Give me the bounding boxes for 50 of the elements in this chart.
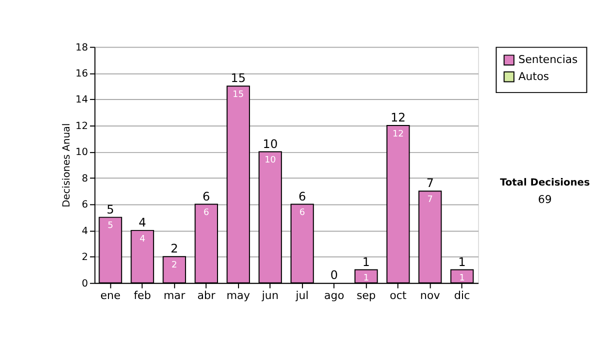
total-label: 5: [106, 202, 114, 216]
x-tick-label: jun: [260, 289, 279, 302]
data-label: 5: [108, 221, 114, 232]
x-tick-label: dic: [454, 289, 470, 302]
total-label: 4: [138, 216, 146, 230]
data-label: 10: [264, 156, 276, 166]
total-label: 1: [362, 254, 370, 269]
text: Total Decisiones: [500, 178, 590, 189]
x-tick-label: nov: [420, 289, 441, 302]
x-tick-label: sep: [356, 289, 376, 302]
total-label: 0: [330, 268, 338, 282]
x-tick-label: ene: [100, 289, 121, 302]
data-label: 4: [140, 234, 146, 244]
y-tick-label: 6: [82, 200, 88, 211]
data-label: 1: [363, 274, 369, 284]
data-label: 15: [232, 90, 244, 100]
legend-label: Autos: [518, 70, 550, 83]
total-label: 6: [202, 189, 210, 204]
data-label: 12: [392, 129, 404, 140]
legend-label: Sentencias: [518, 53, 578, 66]
total-label: 6: [298, 189, 306, 204]
x-tick-label: oct: [390, 289, 407, 302]
data-label: 6: [203, 208, 210, 218]
data-label: 1: [459, 274, 465, 284]
x-tick-label: jul: [294, 289, 309, 302]
total-label: 7: [426, 176, 434, 190]
y-tick-label: 10: [76, 147, 88, 158]
x-tick-label: mar: [164, 289, 186, 302]
total-label: 2: [170, 242, 178, 256]
data-label: 6: [299, 208, 306, 218]
total-label: 1: [458, 254, 466, 269]
x-tick-label: feb: [134, 289, 152, 302]
y-tick-label: 12: [76, 120, 88, 132]
total-label: 12: [390, 110, 406, 125]
total-label: 15: [230, 71, 246, 86]
x-tick-label: may: [226, 289, 251, 302]
y-tick-label: 2: [82, 252, 88, 264]
data-label: 2: [172, 260, 178, 270]
x-tick-label: abr: [197, 289, 216, 302]
x-tick-label: ago: [324, 289, 345, 302]
y-axis-title: Decisiones Anual: [62, 123, 73, 208]
text: 69: [538, 193, 552, 206]
data-label: 7: [427, 194, 433, 205]
y-tick-label: 14: [76, 94, 88, 106]
y-tick-label: 18: [76, 42, 88, 54]
y-tick-label: 16: [76, 68, 88, 80]
total-label: 10: [262, 136, 278, 151]
y-tick-label: 0: [82, 278, 88, 290]
y-tick-label: 4: [82, 226, 88, 237]
y-tick-label: 8: [82, 173, 88, 184]
